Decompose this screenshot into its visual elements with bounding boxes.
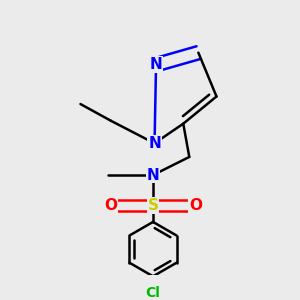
Text: N: N: [148, 136, 161, 151]
Text: S: S: [148, 198, 158, 213]
Text: N: N: [147, 168, 159, 183]
Text: N: N: [150, 57, 162, 72]
Text: O: O: [104, 198, 117, 213]
Text: O: O: [189, 198, 202, 213]
Text: Cl: Cl: [146, 286, 160, 300]
